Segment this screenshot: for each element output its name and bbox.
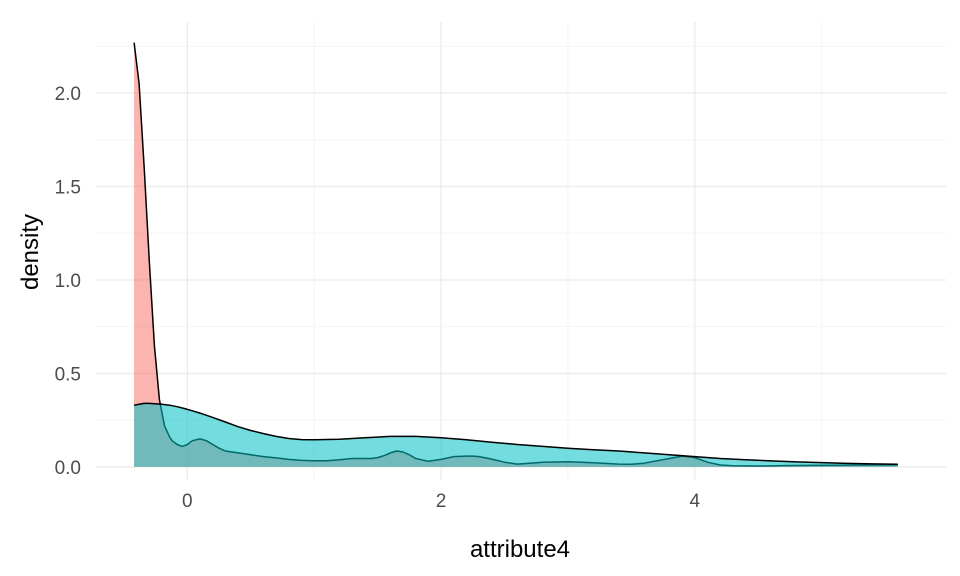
y-axis-title: density [17, 214, 44, 290]
x-tick-label: 2 [436, 491, 447, 512]
x-tick-label: 0 [182, 491, 193, 512]
density-area-fill-2 [134, 403, 898, 467]
density-curve-1 [133, 42, 898, 467]
y-tick-label: 0.0 [55, 458, 81, 479]
density-curve-2 [133, 402, 898, 466]
y-tick-label: 2.0 [55, 84, 81, 105]
density-areas [133, 42, 898, 467]
y-tick-label: 1.5 [55, 178, 81, 199]
grid-lines [96, 22, 946, 480]
y-tick-label: 1.0 [55, 271, 81, 292]
x-tick-label: 4 [690, 491, 701, 512]
y-tick-labels: 0.0 0.5 1.0 1.5 2.0 [55, 84, 81, 479]
x-axis-title: attribute4 [470, 536, 570, 563]
density-area-fill-1 [134, 42, 898, 467]
y-tick-label: 0.5 [55, 364, 81, 385]
x-tick-labels: 0 2 4 [182, 491, 700, 512]
